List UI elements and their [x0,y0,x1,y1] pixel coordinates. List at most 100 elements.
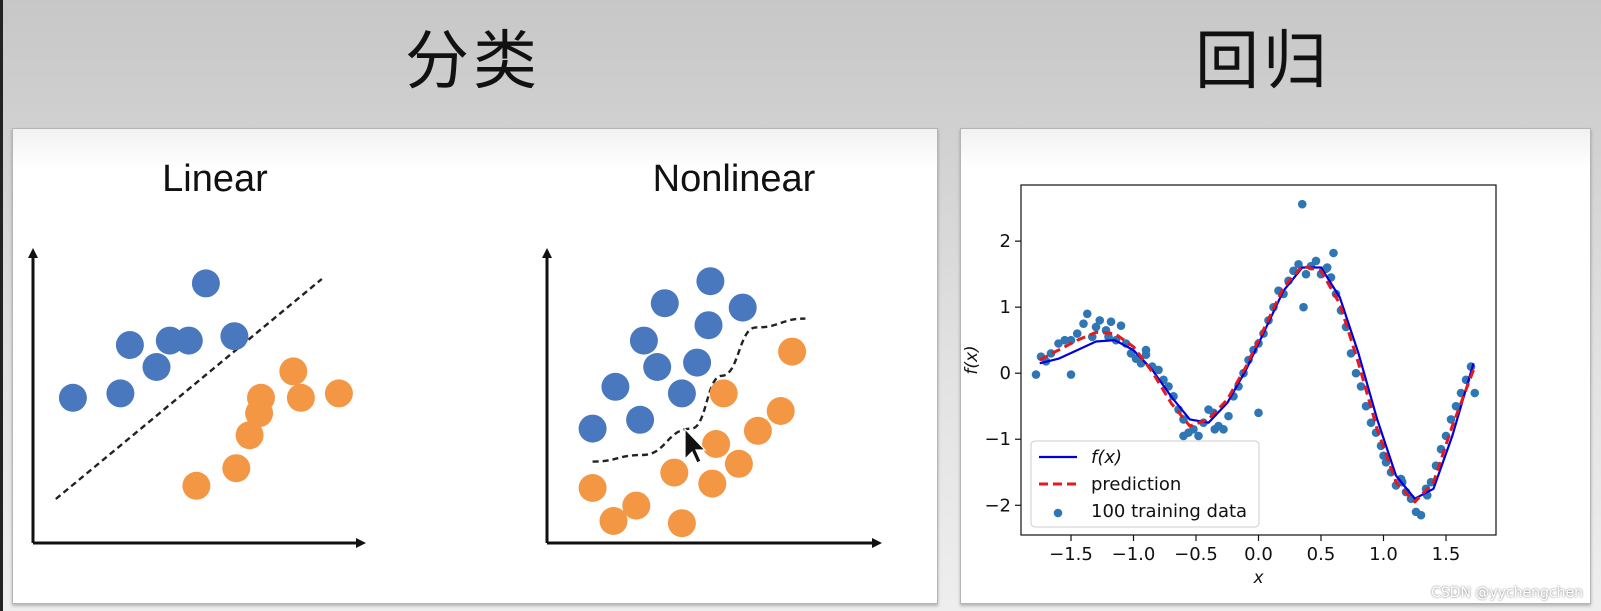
regression-heading: 回归 [1195,25,1331,99]
x-tick-label: −0.5 [1174,544,1218,565]
training-data-point [1322,263,1332,272]
nonlinear-class-blue-point [683,348,712,377]
left-edge-rule [0,0,3,611]
nonlinear-class-orange-point [724,449,753,478]
linear-class-blue-point [58,383,87,412]
training-data-point [1031,370,1041,379]
linear-class-blue-point [220,322,249,351]
nonlinear-class-orange-point [702,430,731,458]
classification-figure: Linear Nonlinear [28,158,882,548]
nonlinear-class-blue-point [601,372,630,401]
nonlinear-class-blue-point [667,379,696,408]
training-data-point [1366,418,1376,428]
training-data-point [1066,370,1076,379]
nonlinear-class-orange-point [660,458,689,487]
training-data-point [1091,322,1101,332]
training-data-point [1329,248,1338,258]
nonlinear-class-blue-point [694,311,723,340]
linear-chart-title: Linear [162,158,268,200]
training-data-point [1079,319,1088,328]
nonlinear-class-blue-point [626,405,655,434]
nonlinear-class-blue-point [696,267,725,296]
nonlinear-chart-title: Nonlinear [653,158,816,200]
classification-heading: 分类 [405,25,541,99]
nonlinear-class-orange-point [698,469,727,498]
linear-class-blue-point [174,326,203,355]
nonlinear-decision-boundary [592,317,806,463]
training-data-point [1224,411,1233,421]
y-axis-label: f(x) [962,345,982,374]
x-tick-label: −1.5 [1049,544,1093,565]
training-data-point [1189,425,1198,434]
training-data-point [1351,368,1361,378]
legend-label: f(x) [1091,447,1122,468]
linear-class-orange-point [286,383,315,412]
classification-panel: Linear Nonlinear [12,128,938,604]
watermark: CSDN @yychengchen [1431,585,1583,601]
training-data-point [1297,199,1307,209]
regression-panel: −1.5 −1.0 −0.5 0.0 0.5 1.0 1.5 −2 −1 0 1 2 x f(x) f(x)… [960,128,1591,604]
linear-class-orange-point [222,454,251,483]
nonlinear-class-orange-point [599,507,628,535]
training-data-point [1254,408,1263,418]
linear-class-orange-point [235,421,264,450]
nonlinear-class-orange-point [578,474,607,502]
legend-box [1030,440,1260,528]
linear-class-blue-point [115,331,144,359]
nonlinear-class-orange-point [743,416,772,445]
nonlinear-class-orange-point [667,509,696,538]
training-data-point [1095,316,1105,325]
legend-label: prediction [1091,474,1181,495]
training-data-point [1072,329,1082,338]
training-data-point [1294,259,1303,269]
y-tick-label: 0 [1000,363,1011,384]
training-data-point [1106,317,1116,326]
linear-class-blue-point [106,379,135,408]
nonlinear-class-blue-point [643,353,672,381]
training-data-point [1082,309,1092,319]
nonlinear-class-blue-point [578,414,607,443]
y-tick-label: −1 [984,429,1011,450]
linear-class-orange-point [324,379,353,408]
linear-class-orange-point [247,383,275,412]
x-tick-label: 1.0 [1369,544,1398,565]
nonlinear-class-orange-point [778,337,807,366]
training-data-point [1210,425,1220,434]
nonlinear-class-orange-point [766,397,795,425]
training-data-point [1356,382,1366,391]
fx-series-line [1039,266,1475,500]
nonlinear-class-orange-point [622,491,651,520]
training-data-point [1179,431,1188,441]
training-data-point [1301,269,1311,279]
y-tick-label: −2 [984,495,1011,516]
x-tick-label: 0.0 [1244,544,1273,565]
training-data-point [1470,388,1480,398]
x-tick-label: 0.5 [1307,544,1336,565]
training-data-point [1361,401,1371,411]
nonlinear-class-blue-point [728,293,757,322]
nonlinear-class-blue-point [629,326,658,355]
linear-class-orange-point [182,471,211,500]
x-tick-label: −1.0 [1112,544,1156,565]
training-data-point [1451,401,1461,411]
mouse-cursor-icon [684,427,707,464]
training-data-point [1141,345,1151,355]
training-data-point [1116,321,1126,330]
linear-class-orange-point [279,357,308,386]
x-tick-label: 1.5 [1432,544,1461,565]
x-axis-label: x [1252,568,1264,588]
linear-decision-boundary [55,278,323,500]
legend-swatch [1053,508,1063,518]
training-data-point [1299,302,1308,312]
linear-class-blue-point [142,353,171,381]
training-data-point [1154,365,1163,375]
training-data-point [1194,431,1203,441]
legend-label: 100 training data [1091,501,1247,522]
nonlinear-class-orange-point [709,379,738,408]
linear-class-blue-point [191,269,220,298]
training-data-point [1060,335,1070,345]
training-data-point [1219,425,1228,434]
training-data-point [1446,415,1456,424]
y-tick-label: 1 [1000,297,1011,318]
training-data-point [1311,256,1321,266]
